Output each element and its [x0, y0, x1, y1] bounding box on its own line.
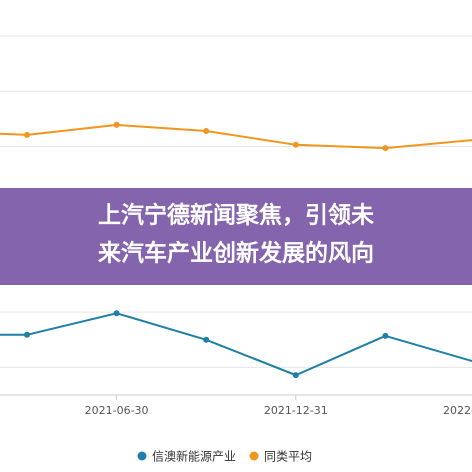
title-line: 上汽宁德新闻聚焦，引领未 — [98, 202, 374, 229]
data-point — [292, 372, 299, 379]
x-tick-label: 2022-06-30 — [443, 404, 472, 417]
legend-label: 同类平均 — [264, 450, 312, 464]
data-point — [203, 336, 210, 343]
data-point — [382, 145, 389, 152]
series-line — [0, 123, 472, 150]
data-point — [24, 131, 30, 138]
data-point — [113, 121, 120, 128]
x-tick-label: 2021-12-31 — [264, 404, 328, 417]
title-line: 来汽车产业创新发展的风向 — [98, 240, 374, 267]
series-line — [0, 312, 472, 377]
data-point — [203, 127, 210, 134]
data-point — [292, 141, 299, 148]
legend-swatch — [249, 451, 259, 461]
data-point — [382, 332, 389, 339]
legend-label: 信澳新能源产业 — [152, 449, 236, 464]
x-tick-label: 2021-06-30 — [85, 404, 149, 417]
data-point — [24, 331, 30, 338]
title-banner — [0, 188, 472, 285]
data-point — [113, 310, 120, 317]
legend-swatch — [137, 451, 147, 461]
